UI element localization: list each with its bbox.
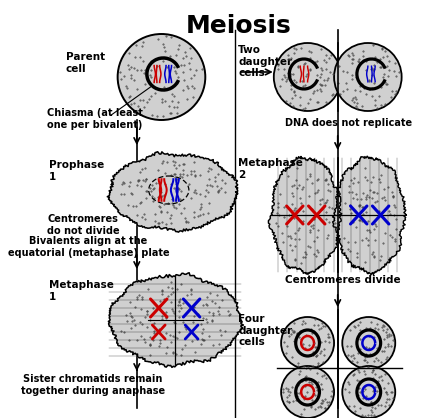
Ellipse shape: [274, 43, 341, 111]
Text: Sister chromatids remain
together during anaphase: Sister chromatids remain together during…: [21, 374, 165, 395]
Polygon shape: [107, 152, 238, 232]
Ellipse shape: [281, 317, 334, 369]
Text: Metaphase
1: Metaphase 1: [49, 280, 114, 302]
Text: Metaphase
2: Metaphase 2: [238, 158, 303, 180]
Ellipse shape: [281, 366, 334, 418]
Text: Chiasma (at least
one per bivalent): Chiasma (at least one per bivalent): [48, 108, 143, 130]
Text: Prophase
1: Prophase 1: [49, 160, 104, 181]
Text: Bivalents align at the
equatorial (metaphase) plate: Bivalents align at the equatorial (metap…: [7, 236, 169, 257]
Ellipse shape: [342, 317, 395, 369]
Text: Centromeres divide: Centromeres divide: [285, 275, 400, 285]
Text: Two
daughter
cells: Two daughter cells: [238, 45, 292, 78]
Ellipse shape: [117, 34, 205, 120]
Ellipse shape: [342, 366, 395, 418]
Text: Centromeres
do not divide: Centromeres do not divide: [48, 214, 120, 236]
Text: Meiosis: Meiosis: [186, 14, 292, 38]
Text: Four
daughter
cells: Four daughter cells: [238, 314, 292, 347]
Polygon shape: [108, 273, 243, 367]
Polygon shape: [268, 156, 342, 275]
Text: Parent
cell: Parent cell: [66, 52, 105, 74]
Text: DNA does not replicate: DNA does not replicate: [285, 118, 412, 128]
Polygon shape: [333, 156, 406, 275]
Ellipse shape: [334, 43, 402, 111]
